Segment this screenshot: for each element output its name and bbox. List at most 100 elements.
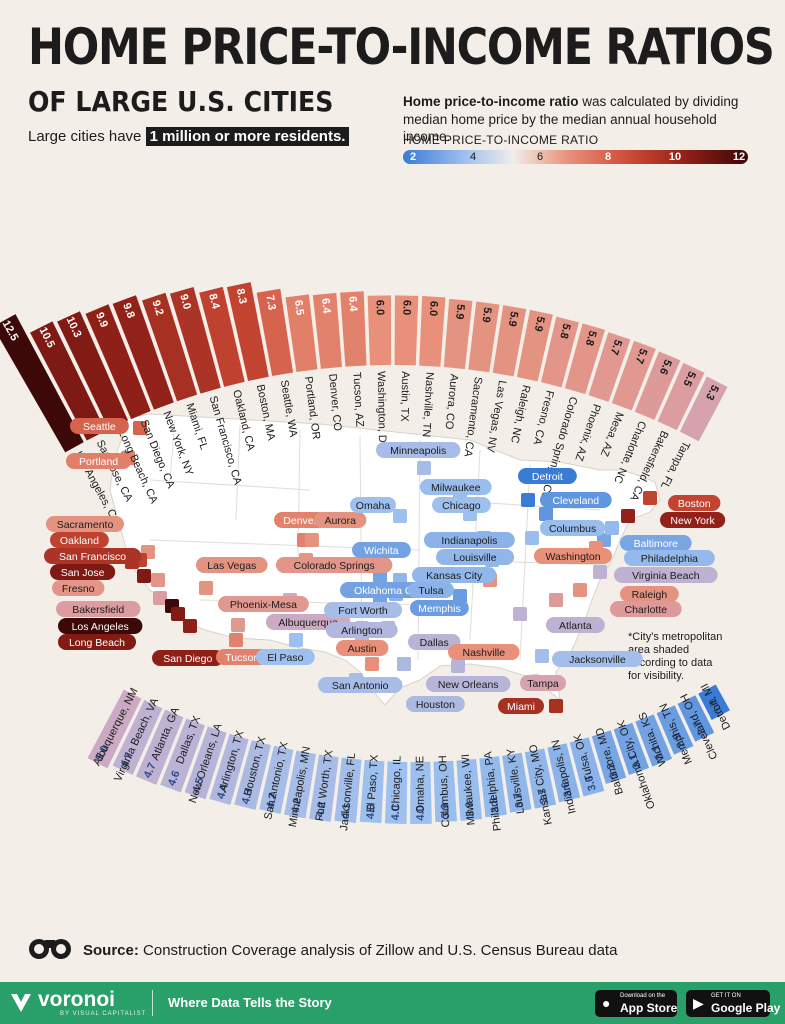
tagline: Where Data Tells the Story: [168, 995, 332, 1010]
top-bar: [634, 351, 681, 420]
city-label-pill: [44, 548, 142, 564]
city-label: San Diego: [163, 653, 212, 665]
city-label-pill: [352, 542, 411, 558]
map-footnote: *City's metropolitan area shaded according…: [628, 631, 722, 682]
city-label: Jacksonville: [569, 654, 626, 666]
bottom-city-label: El Paso, TX: [365, 754, 381, 813]
top-value-label: 6.4: [319, 298, 332, 315]
city-label-pill: [324, 602, 402, 618]
bottom-value-label: 4.2: [265, 792, 280, 809]
city-label-pill: [58, 618, 143, 634]
city-label-pill: [50, 532, 109, 548]
metro-region: [229, 633, 243, 647]
metro-region: [513, 607, 527, 621]
city-label: Baltimore: [634, 538, 679, 550]
city-label-pill: [410, 600, 469, 616]
top-value-label: 5.6: [657, 358, 674, 377]
city-label-pill: [546, 617, 605, 633]
legend-tick: 12: [732, 151, 746, 163]
map-footnote-line: according to data: [628, 657, 713, 669]
city-label: El Paso: [267, 652, 303, 664]
bottom-value-label: 2.9: [671, 731, 688, 750]
city-label-pill: [436, 549, 514, 565]
play-icon: ▶: [693, 995, 704, 1011]
top-bar: [0, 314, 84, 453]
city-label: Indianapolis: [441, 535, 497, 547]
map-footnote-line: for visibility.: [628, 670, 684, 682]
top-bar: [492, 305, 527, 377]
bottom-value-label: 3.7: [536, 787, 551, 804]
city-label-pill: [56, 601, 141, 617]
metro-region: [137, 569, 151, 583]
city-label-pill: [218, 596, 309, 612]
bottom-value-label: 3.7: [512, 792, 526, 809]
legend-tick: 4: [469, 151, 477, 163]
metro-region: [525, 531, 539, 545]
city-label: San Francisco: [59, 551, 126, 563]
bottom-bar: [502, 752, 532, 813]
metro-region: [451, 659, 465, 673]
bottom-value-label: 4.0: [390, 805, 402, 821]
bottom-bar: [359, 759, 385, 824]
city-label: Sacramento: [57, 519, 114, 531]
city-label-pill: [520, 675, 566, 691]
top-value-label: 5.9: [506, 310, 520, 327]
top-city-label: Washington, DC: [375, 371, 388, 451]
top-value-label: 5.8: [583, 329, 599, 347]
city-label-pill: [274, 512, 327, 528]
city-label: Long Beach: [69, 637, 125, 649]
city-label: Philadelphia: [641, 553, 698, 565]
chart-canvas: *City's metropolitan area shaded according…: [0, 282, 733, 832]
bottom-bar: [184, 726, 227, 800]
bottom-bar: [591, 730, 627, 784]
city-label: Colorado Springs: [294, 560, 375, 572]
top-bar: [112, 295, 174, 410]
city-label: Omaha: [356, 500, 391, 512]
city-label-pill: [610, 601, 682, 617]
top-value-label: 5.9: [453, 304, 466, 320]
city-label: Atlanta: [559, 620, 592, 632]
source-body: Construction Coverage analysis of Zillow…: [138, 942, 618, 959]
city-label: Houston: [416, 699, 455, 711]
metro-region: [153, 591, 167, 605]
top-bar: [85, 304, 151, 420]
city-label-pill: [50, 564, 116, 580]
page-title: HOME PRICE-TO-INCOME RATIOS: [28, 18, 775, 76]
metro-region: [199, 581, 213, 595]
top-city-label: Mesa, AZ: [598, 410, 626, 458]
city-label-pill: [408, 634, 461, 650]
bottom-bar: [259, 745, 294, 814]
bottom-city-label: Omaha, NE: [414, 756, 427, 814]
footer-divider: [152, 990, 153, 1016]
city-label-pill: [66, 453, 132, 469]
city-label: Milwaukee: [431, 482, 481, 494]
metro-region: [231, 618, 245, 632]
bottom-value-label: 4.4: [215, 782, 231, 801]
top-value-label: 6.0: [400, 300, 412, 316]
bottom-bar: [112, 700, 163, 775]
top-city-label: Denver, CO: [326, 373, 343, 432]
city-labels: Seattle Portland Sacramento Oakland San Fran…: [44, 418, 726, 714]
top-city-label: Austin, TX: [398, 371, 411, 422]
google-play-button[interactable]: ▶ GET IT ON Google Play: [686, 990, 780, 1017]
city-label-pill: [426, 676, 511, 692]
city-label-pill: [620, 586, 679, 602]
color-legend: 2 4 6 8 10 12: [403, 150, 748, 164]
app-store-button[interactable]: ● Download on the App Store: [595, 990, 677, 1017]
bottom-bar: [433, 760, 457, 823]
legend-tick: 6: [536, 151, 544, 163]
top-value-label: 6.5: [292, 299, 306, 316]
size-note-text: Large cities have: [28, 128, 146, 145]
bottom-value-label: 4.3: [240, 788, 255, 806]
top-bar: [226, 282, 269, 382]
bottom-bar: [456, 758, 483, 821]
top-bar: [564, 323, 606, 395]
top-bar: [443, 298, 473, 370]
city-label-pill: [326, 622, 398, 638]
metro-region: [573, 583, 587, 597]
city-label: Raleigh: [632, 589, 668, 601]
bottom-bar: [87, 689, 142, 769]
metro-region: [151, 573, 165, 587]
city-label: San Antonio: [332, 680, 389, 692]
city-label: Fort Worth: [338, 605, 388, 617]
